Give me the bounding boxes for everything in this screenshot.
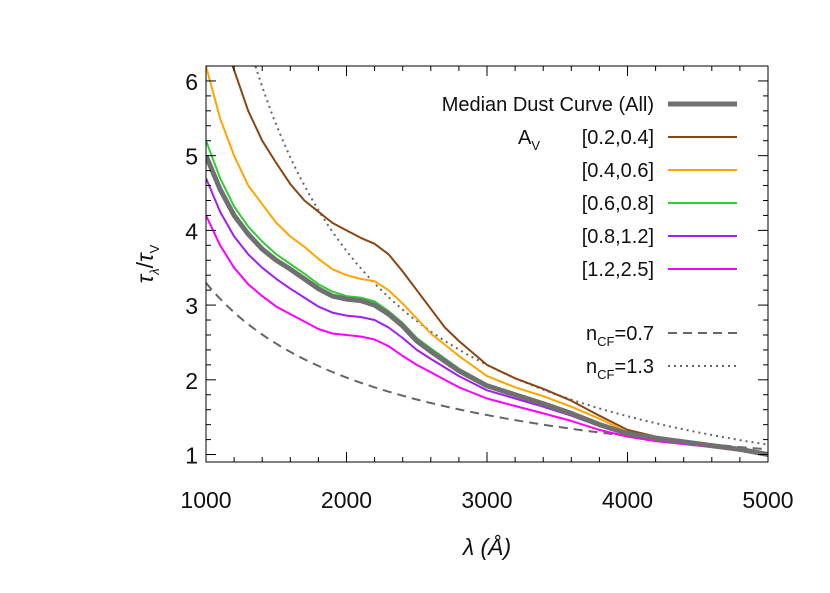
x-tick-label: 5000 bbox=[742, 487, 793, 513]
series-line-0-2-0-4 bbox=[231, 66, 768, 456]
series-line-1-2-2-5 bbox=[206, 214, 768, 456]
y-tick-label: 6 bbox=[185, 69, 198, 95]
legend-label-median-dust-curve-all: Median Dust Curve (All) bbox=[442, 94, 654, 116]
legend-label-ncf-0-7: nCF=0.7 bbox=[586, 323, 654, 349]
x-tick-label: 4000 bbox=[602, 487, 653, 513]
legend-label-0-6-0-8: [0.6,0.8] bbox=[582, 193, 654, 215]
y-tick-label: 4 bbox=[185, 218, 198, 244]
x-tick-label: 3000 bbox=[461, 487, 512, 513]
tick-layer: 1000 2000 3000 4000 5000 1 2 3 4 5 6 bbox=[180, 66, 794, 513]
legend: Median Dust Curve (All) [0.2,0.4] [0.4,0.6… bbox=[442, 94, 737, 382]
legend-label-0-8-1-2: [0.8,1.2] bbox=[582, 226, 654, 248]
legend-label-1-2-2-5: [1.2,2.5] bbox=[582, 259, 654, 281]
y-tick-label: 3 bbox=[185, 293, 198, 319]
series-line-ncf-0-7 bbox=[206, 282, 768, 451]
series-line-median-dust-curve-all bbox=[206, 154, 768, 457]
legend-label-0-4-0-6: [0.4,0.6] bbox=[582, 160, 654, 182]
y-tick-label: 5 bbox=[185, 144, 198, 170]
legend-group-label-av: AV bbox=[518, 127, 540, 153]
y-tick-label: 2 bbox=[185, 368, 198, 394]
legend-label-0-2-0-4: [0.2,0.4] bbox=[582, 127, 654, 149]
y-axis-label: τλ/τV bbox=[132, 244, 162, 283]
series-layer bbox=[206, 66, 768, 457]
x-tick-label: 1000 bbox=[180, 487, 231, 513]
series-line-0-4-0-6 bbox=[206, 66, 768, 456]
series-line-0-8-1-2 bbox=[206, 177, 768, 456]
x-axis-label: λ (Å) bbox=[461, 533, 511, 560]
series-line-0-6-0-8 bbox=[206, 140, 768, 456]
y-tick-label: 1 bbox=[185, 443, 198, 469]
legend-label-ncf-1-3: nCF=1.3 bbox=[586, 356, 654, 382]
x-tick-label: 2000 bbox=[321, 487, 372, 513]
